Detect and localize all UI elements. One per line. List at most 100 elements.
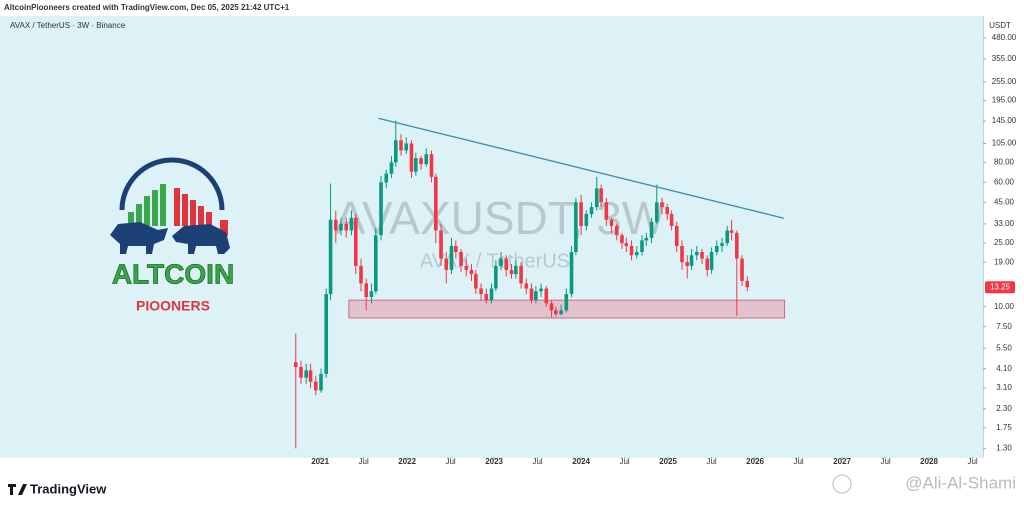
logo-bar [136,204,142,226]
logo-bar [198,206,204,226]
logo-bar [144,196,150,226]
last-price-label: 13.25 [990,282,1011,291]
candle-body [449,245,454,270]
candle-body [640,240,644,253]
candle-body [319,373,323,391]
x-tick-label: 2021 [311,457,329,466]
candle-body [614,225,619,236]
candle-body [654,202,659,222]
logo-bull [110,222,168,254]
candle-body [559,310,563,315]
watermark-symbol: AVAXUSDT, 3W [335,192,666,244]
y-tick-label: 2.30 [996,404,1012,413]
candle-body [720,243,724,246]
y-tick-label: 1.30 [996,444,1012,453]
x-tick-label: 2023 [485,457,503,466]
y-tick-label: 60.00 [994,177,1015,186]
candle-body [454,245,458,253]
watermark-description: AVAX / TetherUS [420,250,570,272]
logo-bar [174,188,180,226]
candle-body [700,252,704,259]
candle-body [509,269,514,275]
y-tick-label: 4.10 [996,364,1012,373]
y-axis-label: USDT [989,21,1011,30]
candle-body [474,274,478,289]
candle-body [680,245,684,263]
candle-body [649,221,654,238]
y-tick-label: 480.00 [992,33,1017,42]
candle-body [434,176,438,231]
candle-body [353,217,358,266]
x-tick-label: Jul [793,457,803,466]
logo-bear [172,224,230,254]
footer-logo [8,484,27,495]
logo-bar [160,184,166,226]
candle-body [579,202,583,226]
candle-body [389,162,394,174]
x-tick-label: 2025 [659,457,677,466]
logo-bar [128,212,134,226]
candle-body [359,265,363,284]
candle-body [479,288,483,295]
candle-body [569,252,574,295]
logo-bar [206,212,212,226]
x-tick-label: 2027 [833,457,851,466]
candle-body [624,243,629,246]
candle-body [399,140,403,151]
y-tick-label: 25.00 [994,238,1015,247]
candle-body [660,202,664,208]
logo-bar [190,200,196,226]
candle-body [313,381,318,391]
logo: ALTCOIN PIOONERS [110,157,235,314]
candle-body [594,188,599,208]
candle-body [494,265,498,289]
x-tick-label: Jul [880,457,890,466]
candle-body [484,294,489,301]
credit: @Ali-Al-Shami [905,473,1016,492]
candle-body [729,230,734,233]
candle-body [534,291,538,301]
y-tick-label: 19.00 [994,257,1015,266]
candle-body [725,230,730,244]
candle-body [344,223,349,231]
candle-body [694,252,699,256]
y-tick-label: 33.00 [994,219,1015,228]
candle-body [705,258,710,270]
candle-body [299,366,303,378]
candle-body [424,154,429,165]
logo-bar [182,194,188,226]
candle-body [689,255,694,266]
candle-body [308,370,313,382]
candle-body [404,143,409,151]
candle-body [644,237,649,241]
candle-body [669,214,674,226]
x-tick-label: Jul [706,457,716,466]
candle-body [444,258,449,270]
y-tick-label: 5.50 [996,343,1012,352]
logo-bar [220,220,228,236]
x-tick-label: Jul [445,457,455,466]
y-tick-label: 255.00 [992,77,1017,86]
logo-arc [119,157,225,211]
candle-body [419,158,423,165]
candle-body [529,288,534,301]
candle-body [584,214,589,226]
candle-body [369,291,374,298]
candle-body [499,258,503,266]
candle-body [469,269,474,275]
header: AltcoinPiooneers created with TradingVie… [4,3,290,12]
chart-title: AVAX / TetherUS · 3W · Binance [10,21,126,30]
candle-body [665,207,670,215]
x-tick-label: 2022 [398,457,416,466]
candle-body [374,235,378,292]
candle-body [333,219,338,231]
candle-body [379,182,383,236]
candle-body [674,225,679,246]
x-tick-label: Jul [619,457,629,466]
candle-body [364,283,369,298]
candle-body [620,235,624,244]
candle-body [564,294,569,311]
x-tick-label: 2028 [920,457,938,466]
credit-icon [832,474,852,494]
